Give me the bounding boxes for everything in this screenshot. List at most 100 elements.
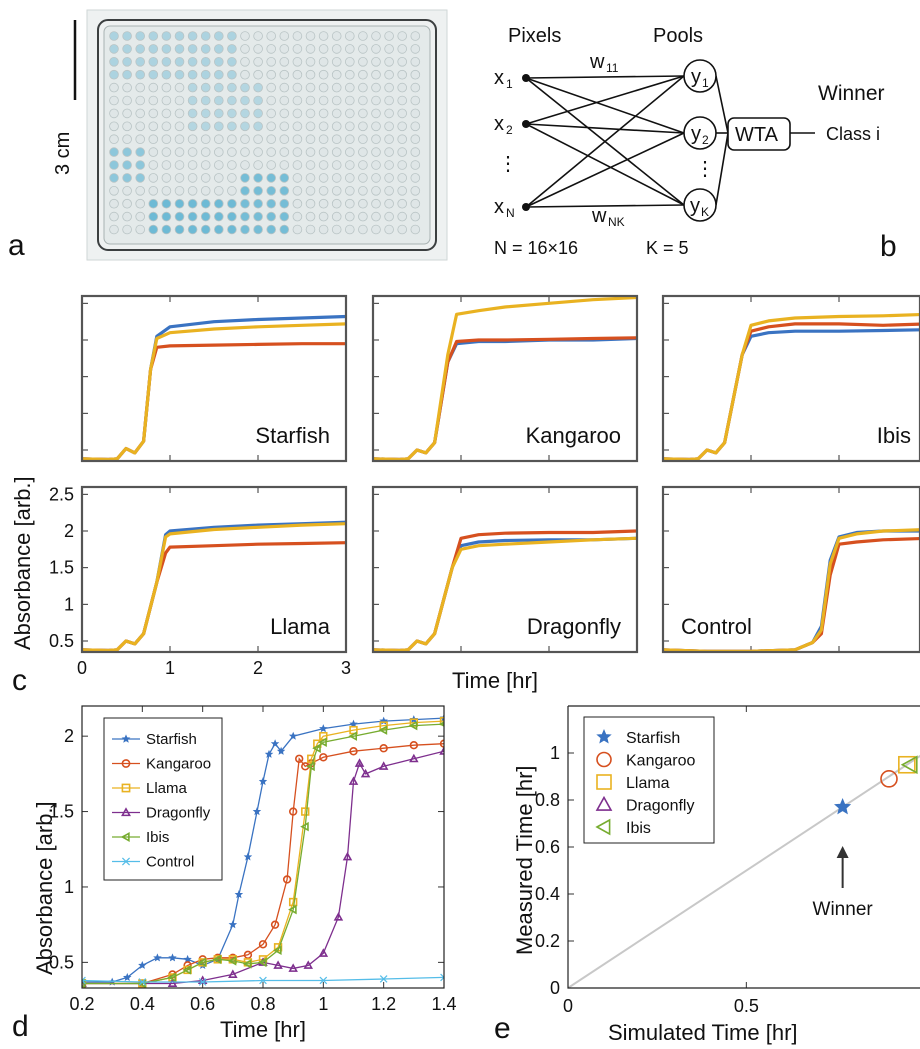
- plate-well: [266, 121, 277, 132]
- data-point: [138, 960, 147, 969]
- plate-well: [331, 224, 342, 235]
- plate-well: [266, 198, 277, 209]
- subplot-ibis: Ibis: [661, 294, 920, 463]
- plate-well: [253, 147, 263, 157]
- plate-well: [266, 82, 277, 93]
- plate-well: [279, 95, 290, 106]
- plate-well: [266, 56, 277, 67]
- series-line-yellow: [82, 522, 346, 652]
- plate-well: [371, 31, 381, 41]
- plate-well: [135, 198, 146, 209]
- panel-d: 0.5 1 1.5 2 0.2 0.4 0.6 0.8 1 1.2 1.4 Starfish Kanga…: [49, 705, 457, 1014]
- data-point: [439, 746, 444, 755]
- subplot-label: Kangaroo: [526, 423, 621, 448]
- plate-well: [397, 44, 408, 54]
- data-point: [440, 973, 444, 982]
- plate-well: [135, 134, 146, 145]
- plate-well: [227, 44, 237, 54]
- series-line: [82, 723, 444, 985]
- legend-marker: [595, 795, 613, 811]
- plate-well: [227, 134, 237, 145]
- plate-well: [174, 82, 185, 93]
- series-line-yellow: [663, 312, 920, 461]
- w11-subscript: 11: [606, 61, 619, 75]
- plate-well: [292, 186, 303, 196]
- plate-well: [200, 134, 211, 145]
- data-point: [319, 976, 328, 985]
- plate-well: [384, 121, 394, 132]
- plate-well: [148, 69, 159, 80]
- plate-well: [253, 160, 263, 170]
- plate-well: [371, 160, 381, 170]
- plate-well: [358, 56, 368, 67]
- data-point: [318, 948, 329, 957]
- plate-well: [135, 82, 146, 93]
- plate-well: [240, 121, 250, 132]
- plate-well: [266, 44, 277, 54]
- plate-well: [318, 186, 329, 196]
- plate-well: [187, 108, 198, 119]
- plate-well: [266, 173, 277, 183]
- plate-well: [135, 186, 146, 196]
- legend-label: Control: [146, 854, 194, 871]
- ytick-label: 0.6: [535, 837, 560, 857]
- plate-well: [161, 134, 172, 145]
- data-point: [257, 957, 267, 968]
- data-point: [348, 776, 359, 785]
- plate-well: [344, 224, 355, 235]
- panel-d-xlabel: Time [hr]: [220, 1017, 306, 1042]
- plate-well: [410, 82, 421, 93]
- w11-label: w: [589, 51, 605, 73]
- plate-well: [240, 186, 250, 196]
- plate-well: [253, 121, 263, 132]
- plate-well: [200, 95, 211, 106]
- plate-well: [174, 134, 185, 145]
- plate-well: [305, 108, 316, 119]
- data-point: [243, 852, 253, 861]
- ytick-label: 0.8: [535, 790, 560, 810]
- xtick-label: 1: [318, 994, 328, 1014]
- legend-label: Kangaroo: [146, 756, 211, 773]
- plate-well: [279, 134, 290, 145]
- plate-well: [148, 31, 159, 41]
- subplot-frame: [371, 294, 639, 463]
- plate-well: [200, 69, 211, 80]
- data-point: [306, 761, 315, 772]
- plate-well: [187, 134, 198, 145]
- plate-well: [135, 108, 146, 119]
- plate-well: [410, 31, 421, 41]
- plate-well: [161, 108, 172, 119]
- panel-d-series: [82, 713, 444, 988]
- plate-well: [344, 160, 355, 170]
- plate-well: [214, 198, 224, 209]
- plate-well: [371, 198, 381, 209]
- legend: Starfish Kangaroo Llama Dragonfly Ibis Contro…: [103, 717, 223, 881]
- plate-well: [344, 134, 355, 145]
- legend-marker: [121, 759, 131, 768]
- plate-well: [318, 69, 329, 80]
- plate-well: [253, 95, 263, 106]
- panel-letter-a: a: [8, 229, 25, 262]
- wta-label: WTA: [735, 124, 779, 146]
- plate-well: [371, 82, 381, 93]
- panel-letter-c: c: [12, 664, 27, 697]
- plate-well: [371, 56, 381, 67]
- plate-well: [240, 147, 250, 157]
- xtick-label: 0: [77, 658, 87, 678]
- data-point: [122, 972, 132, 982]
- yK-label: y: [690, 195, 700, 217]
- legend-marker: [596, 774, 612, 790]
- plate-well: [358, 211, 368, 222]
- plate-well: [214, 186, 224, 196]
- plate-well: [358, 173, 368, 183]
- plate-well: [214, 121, 224, 132]
- data-point: [258, 776, 268, 786]
- x-ellipsis: ⋮: [498, 153, 518, 175]
- plate-well: [279, 31, 290, 41]
- plate-well: [122, 121, 132, 132]
- k-equation: K = 5: [646, 238, 689, 258]
- plate-well: [279, 69, 290, 80]
- plate-well: [305, 173, 316, 183]
- plate-well: [122, 56, 132, 67]
- plate-well: [240, 56, 250, 67]
